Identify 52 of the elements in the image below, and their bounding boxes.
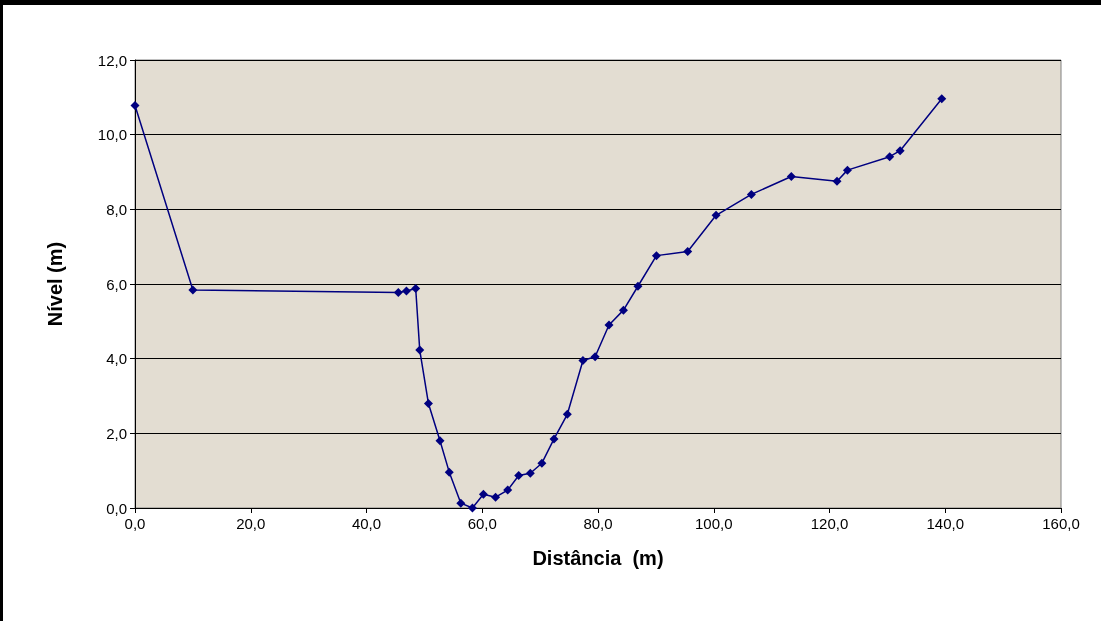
point (937, 94, 947, 104)
y-tick-label: 4,0 (106, 350, 127, 368)
y-tick-label: 10,0 (97, 126, 127, 144)
point (393, 288, 403, 298)
y-tick-label: 2,0 (106, 424, 127, 442)
x-tick-label: 40,0 (351, 515, 382, 532)
x-tick-label: 160,0 (1042, 515, 1080, 532)
y-tick-label: 6,0 (106, 275, 127, 293)
y-tick-label: 0,0 (106, 499, 127, 517)
point (651, 251, 661, 261)
point (711, 210, 721, 220)
point (633, 281, 643, 291)
point (525, 468, 535, 478)
point (895, 146, 905, 156)
point (683, 247, 693, 257)
point (491, 492, 501, 502)
point (456, 498, 466, 508)
x-tick-label: 20,0 (236, 515, 266, 532)
y-tick-label: 8,0 (106, 200, 127, 218)
point (401, 286, 411, 296)
point (411, 283, 421, 293)
point (549, 434, 559, 444)
point (604, 320, 614, 330)
x-tick-label: 140,0 (926, 515, 965, 532)
point (435, 436, 445, 446)
point (786, 171, 796, 181)
point (562, 409, 572, 419)
point (832, 176, 842, 186)
point (514, 471, 524, 481)
point (130, 101, 140, 111)
point (618, 305, 628, 315)
x-tick-label: 80,0 (583, 515, 613, 532)
point (842, 165, 852, 175)
point (188, 285, 198, 295)
point (578, 356, 588, 366)
point (885, 152, 895, 162)
point (478, 489, 488, 499)
point (537, 458, 547, 468)
x-axis-title: Distância (m) (532, 547, 664, 569)
x-tick-label: 120,0 (810, 515, 849, 532)
point (444, 467, 454, 477)
point (415, 345, 425, 355)
point (590, 352, 600, 362)
y-axis-title: Nível (m) (44, 241, 66, 327)
point (503, 485, 513, 495)
x-tick-label: 60,0 (467, 515, 497, 532)
point (746, 189, 756, 199)
x-tick-label: 100,0 (694, 515, 733, 532)
point (423, 398, 433, 408)
y-tick-label: 12,0 (97, 51, 127, 69)
point (467, 503, 477, 513)
x-tick-label: 0,0 (124, 515, 146, 532)
